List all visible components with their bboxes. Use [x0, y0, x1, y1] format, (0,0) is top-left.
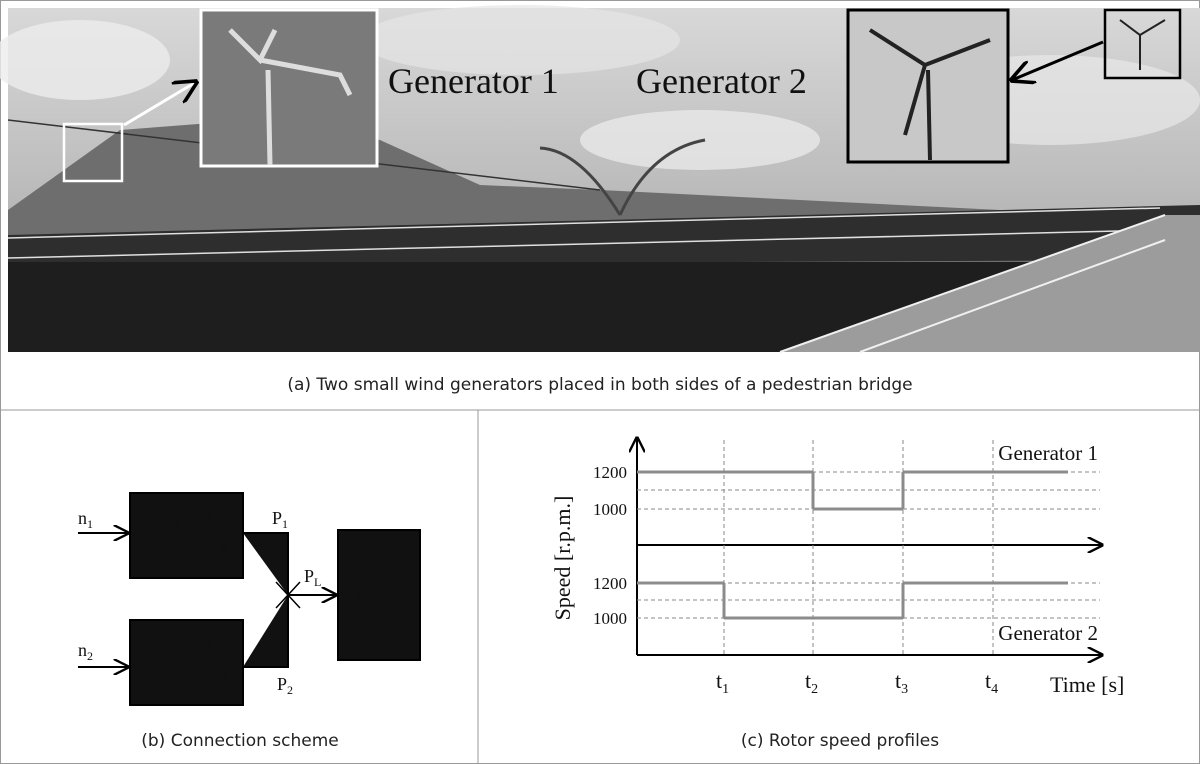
caption: (b) Connection scheme: [141, 731, 339, 751]
x-tick-sub: 4: [991, 682, 998, 697]
y-tick-label: 1200: [593, 574, 627, 593]
y-axis-label: Speed [r.p.m.]: [550, 496, 575, 621]
block-label: Wind: [162, 633, 210, 658]
input-label: n1: [78, 508, 93, 531]
output-label: P1: [272, 508, 288, 531]
x-tick-label: t4: [985, 668, 998, 697]
y-tick-label: 1000: [593, 609, 627, 628]
block-label: Load: [354, 583, 403, 609]
x-tick-sub: 1: [722, 682, 729, 697]
photo: Generator 1 Generator 2: [0, 5, 1200, 352]
x-tick-sub: 2: [811, 682, 818, 697]
output-label: P2: [277, 674, 293, 697]
y-tick-label: 1000: [593, 500, 627, 519]
legend-label: Generator 2: [998, 621, 1098, 645]
x-tick-label: t2: [805, 668, 818, 697]
figure: Generator 1 Generator 2 (a) Two small wi…: [0, 0, 1200, 764]
caption: (a) Two small wind generators placed in …: [287, 375, 912, 395]
y-tick-label: 1200: [593, 463, 627, 482]
x-tick-label: t1: [716, 668, 729, 697]
photo-label: Generator 1: [388, 61, 559, 101]
block-label: Wind: [162, 507, 210, 532]
legend-label: Generator 1: [998, 441, 1098, 465]
x-tick-sub: 3: [901, 682, 908, 697]
x-axis-label: Time [s]: [1050, 672, 1124, 697]
photo-label: Generator 2: [636, 61, 807, 101]
caption: (c) Rotor speed profiles: [741, 731, 939, 751]
x-tick-label: t3: [895, 668, 908, 697]
profiles: Speed [r.p.m.] Time [s] 1200 1000 Generato…: [550, 438, 1124, 697]
total-label: PL: [304, 566, 321, 589]
input-label: n2: [78, 640, 93, 663]
block-label: MPPTS 1: [143, 538, 229, 563]
block-label: MPPTS 2: [143, 664, 229, 689]
